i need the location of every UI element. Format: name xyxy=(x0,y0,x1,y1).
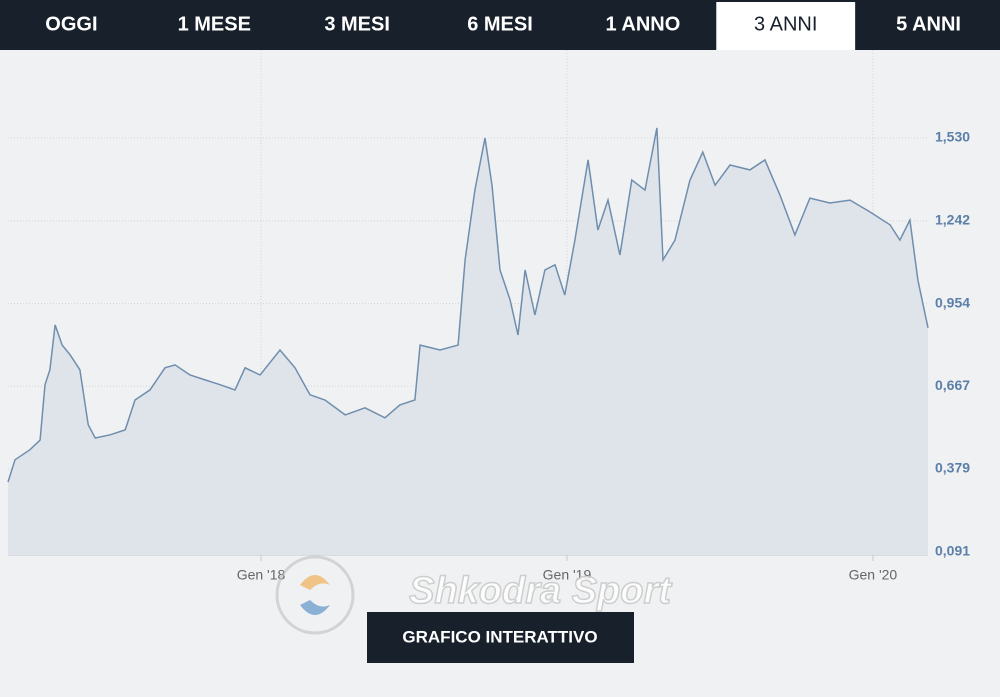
x-tick-label: Gen '18 xyxy=(237,567,286,583)
tab-label[interactable]: 3 MESI xyxy=(324,13,390,35)
y-tick-label: 0,379 xyxy=(935,460,970,476)
tab-label[interactable]: 3 ANNI xyxy=(754,13,817,35)
y-tick-label: 0,954 xyxy=(935,294,970,310)
x-tick-label: Gen '19 xyxy=(543,567,592,583)
button-label[interactable]: GRAFICO INTERATTIVO xyxy=(402,627,597,646)
interactive-button[interactable] xyxy=(367,612,634,663)
watermark-logo xyxy=(275,555,355,635)
active-tab[interactable] xyxy=(716,2,856,50)
y-tick-label: 0,667 xyxy=(935,377,970,393)
y-tick-label: 0,091 xyxy=(935,543,970,559)
tab-label[interactable]: OGGI xyxy=(45,13,97,35)
line xyxy=(7,127,929,483)
x-tick-label: Gen '20 xyxy=(849,567,898,583)
y-tick-label: 1,530 xyxy=(935,129,970,145)
area xyxy=(8,127,928,556)
plot: 0,091 0,379 0,667 0,954 1,242 1,530 Gen '18 Gen… xyxy=(7,50,970,583)
y-tick-label: 1,242 xyxy=(935,212,970,228)
tabs: OGGI 1 MESE 3 MESI 6 MESI 1 ANNO 3 ANNI 5 ANNI xyxy=(45,2,961,50)
tab-label[interactable]: 6 MESI xyxy=(467,13,533,35)
watermark: Shkodra Sport xyxy=(409,570,672,612)
tab-label[interactable]: 1 MESE xyxy=(178,13,251,35)
tab-label[interactable]: 1 ANNO xyxy=(605,13,680,35)
tab-label[interactable]: 5 ANNI xyxy=(896,13,961,35)
